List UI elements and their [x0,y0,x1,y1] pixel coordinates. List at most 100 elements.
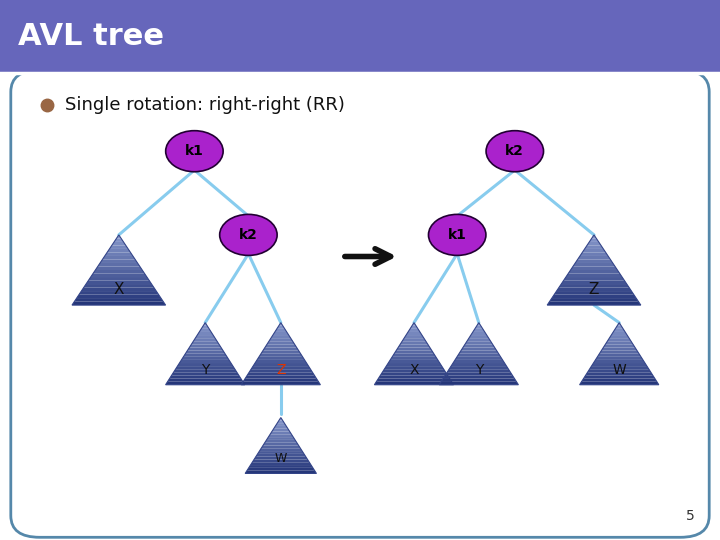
Polygon shape [91,273,147,277]
Text: Z: Z [589,282,599,297]
Polygon shape [256,454,306,457]
Polygon shape [259,354,302,357]
Polygon shape [380,373,448,375]
Polygon shape [582,249,606,252]
Polygon shape [243,379,318,382]
Polygon shape [269,434,293,437]
Polygon shape [590,366,649,369]
Polygon shape [595,357,643,360]
Polygon shape [277,420,284,423]
Polygon shape [455,357,503,360]
Polygon shape [608,338,631,341]
Polygon shape [477,322,481,326]
Polygon shape [270,431,292,434]
Polygon shape [606,341,633,345]
Polygon shape [603,345,635,348]
Polygon shape [457,354,500,357]
Polygon shape [203,322,207,326]
Polygon shape [266,437,295,440]
Polygon shape [379,375,449,379]
Polygon shape [107,249,130,252]
Polygon shape [252,460,310,462]
Polygon shape [197,332,213,335]
Polygon shape [269,338,292,341]
Polygon shape [247,373,315,375]
Polygon shape [396,348,432,350]
Polygon shape [580,382,659,384]
Polygon shape [410,326,418,329]
Polygon shape [575,260,613,263]
Polygon shape [463,345,495,348]
Polygon shape [395,350,433,354]
Text: k2: k2 [239,228,258,242]
Polygon shape [580,252,608,256]
Polygon shape [253,363,308,366]
Polygon shape [613,329,625,332]
Polygon shape [100,260,138,263]
Polygon shape [552,295,636,298]
Text: Single rotation: right-right (RR): Single rotation: right-right (RR) [65,96,345,114]
Polygon shape [170,375,240,379]
Polygon shape [72,301,166,305]
Polygon shape [255,360,307,363]
Polygon shape [447,369,510,373]
Polygon shape [388,360,440,363]
Text: Y: Y [474,363,483,377]
Polygon shape [593,360,645,363]
Polygon shape [279,322,283,326]
Polygon shape [263,443,299,445]
Polygon shape [382,369,446,373]
Polygon shape [89,277,149,281]
Polygon shape [611,332,627,335]
Polygon shape [583,375,655,379]
Polygon shape [189,345,221,348]
Polygon shape [249,369,312,373]
Text: X: X [409,363,419,377]
Polygon shape [102,256,135,260]
Text: X: X [114,282,124,297]
Polygon shape [277,326,285,329]
Polygon shape [257,357,305,360]
Polygon shape [568,270,620,273]
Polygon shape [473,329,485,332]
Polygon shape [171,373,239,375]
Polygon shape [251,366,310,369]
Polygon shape [566,273,622,277]
Polygon shape [184,354,227,357]
Polygon shape [398,345,430,348]
Polygon shape [377,379,451,382]
Polygon shape [79,291,158,295]
Polygon shape [247,468,315,471]
Polygon shape [571,267,618,270]
Polygon shape [592,235,596,239]
Polygon shape [390,357,438,360]
Text: 5: 5 [686,509,695,523]
Polygon shape [582,379,657,382]
Text: k1: k1 [448,228,467,242]
Polygon shape [195,335,215,338]
Polygon shape [168,379,243,382]
Polygon shape [392,354,436,357]
Polygon shape [475,326,482,329]
Polygon shape [404,335,424,338]
Polygon shape [374,382,454,384]
Polygon shape [559,284,629,287]
Text: W: W [612,363,626,377]
Polygon shape [609,335,629,338]
Ellipse shape [428,214,486,255]
Polygon shape [77,295,161,298]
Polygon shape [265,345,297,348]
Polygon shape [445,373,513,375]
Text: Y: Y [201,363,210,377]
Polygon shape [245,471,317,474]
Polygon shape [439,382,518,384]
Polygon shape [263,348,299,350]
Polygon shape [114,239,124,242]
Polygon shape [467,338,491,341]
Polygon shape [245,375,317,379]
Polygon shape [166,382,245,384]
Polygon shape [192,341,219,345]
Polygon shape [81,287,156,291]
Polygon shape [199,329,211,332]
Ellipse shape [220,214,277,255]
